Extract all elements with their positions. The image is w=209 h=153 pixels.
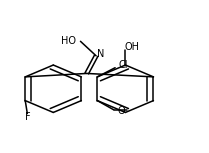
Text: O: O bbox=[118, 106, 125, 116]
Text: HO: HO bbox=[61, 35, 76, 46]
Text: F: F bbox=[25, 112, 31, 122]
Text: N: N bbox=[97, 49, 104, 59]
Text: OH: OH bbox=[124, 42, 139, 52]
Text: Cl: Cl bbox=[119, 60, 128, 70]
